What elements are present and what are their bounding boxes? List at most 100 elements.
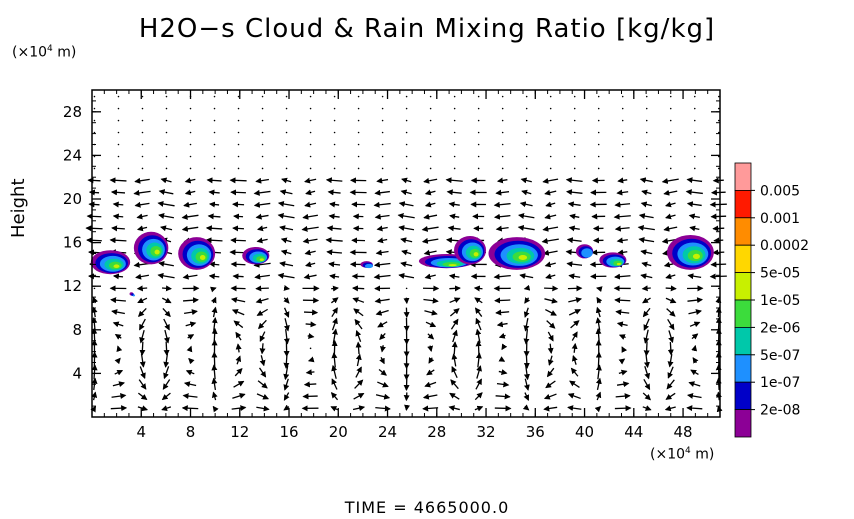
colorbar-label: 5e-07 — [760, 348, 800, 364]
wind-arrow — [618, 369, 628, 376]
wind-arrow — [498, 369, 508, 375]
wind-arrow — [495, 309, 510, 316]
wind-arrow — [618, 334, 626, 340]
wind-arrow — [139, 353, 146, 368]
wind-arrow — [709, 273, 727, 280]
wind-arrow — [206, 177, 222, 184]
wind-arrow — [573, 107, 576, 110]
wind-arrow — [261, 119, 264, 122]
wind-arrow — [405, 95, 408, 98]
wind-arrow — [453, 155, 456, 158]
wind-arrow — [261, 167, 264, 170]
wind-arrow — [496, 177, 508, 184]
wind-arrow — [616, 189, 629, 196]
x-tick-label: 16 — [279, 423, 298, 441]
wind-arrow — [117, 167, 120, 170]
wind-arrow — [594, 405, 602, 413]
wind-arrow — [93, 287, 96, 290]
wind-arrow — [157, 272, 175, 279]
wind-arrow — [285, 131, 288, 134]
wind-arrow — [141, 107, 144, 110]
wind-arrow — [525, 107, 528, 110]
wind-arrow — [208, 261, 220, 268]
wind-arrow — [331, 328, 338, 344]
colorbar-label: 1e-05 — [760, 293, 800, 309]
wind-arrow — [211, 327, 218, 344]
wind-arrow — [165, 95, 168, 98]
wind-arrow — [376, 225, 388, 232]
wind-arrow — [163, 353, 170, 368]
wind-arrow — [549, 131, 552, 134]
wind-arrow — [256, 405, 270, 412]
wind-arrow — [283, 392, 290, 401]
wind-arrow — [644, 365, 651, 380]
wind-arrow — [357, 131, 360, 134]
wind-arrow — [613, 213, 631, 220]
wind-arrow — [277, 212, 295, 219]
wind-arrow — [165, 131, 168, 134]
wind-arrow — [597, 167, 600, 170]
wind-arrow — [686, 405, 703, 412]
wind-arrow — [474, 307, 483, 317]
wind-arrow — [117, 131, 120, 134]
wind-arrow — [373, 261, 391, 268]
wind-arrow — [477, 107, 480, 110]
wind-arrow — [474, 392, 483, 401]
wind-arrow — [184, 309, 198, 316]
cloud-region — [154, 249, 160, 255]
wind-arrow — [375, 393, 391, 400]
colorbar-label: 0.005 — [760, 183, 800, 199]
wind-arrow — [573, 131, 576, 134]
wind-arrow — [117, 119, 120, 122]
wind-arrow — [449, 285, 461, 292]
wind-arrow — [621, 95, 624, 98]
wind-arrow — [597, 143, 600, 146]
wind-arrow — [283, 307, 290, 318]
wind-arrow — [501, 155, 504, 158]
wind-arrow — [253, 201, 271, 208]
wind-arrow — [570, 367, 579, 377]
wind-arrow — [401, 177, 412, 184]
wind-arrow — [141, 119, 144, 122]
wind-arrow — [285, 155, 288, 158]
wind-arrow — [451, 353, 458, 367]
wind-arrow — [495, 393, 511, 400]
wind-arrow — [688, 381, 701, 387]
wind-arrow — [165, 155, 168, 158]
wind-arrow — [258, 367, 267, 378]
wind-arrow — [542, 225, 559, 232]
wind-arrow — [596, 286, 603, 293]
wind-arrow — [285, 167, 288, 170]
wind-arrow — [138, 308, 147, 317]
wind-arrow — [424, 273, 436, 280]
wind-arrow — [233, 213, 244, 220]
wind-arrow — [405, 131, 408, 134]
wind-arrow — [279, 261, 294, 268]
wind-arrow — [186, 345, 193, 353]
wind-arrow — [212, 405, 219, 413]
wind-arrow — [357, 107, 360, 110]
wind-arrow — [691, 333, 699, 340]
wind-arrow — [450, 379, 459, 390]
wind-arrow — [182, 393, 198, 400]
wind-arrow — [261, 131, 264, 134]
wind-arrow — [544, 189, 557, 196]
wind-arrow — [230, 261, 246, 268]
wind-arrow — [333, 143, 336, 146]
wind-arrow — [450, 318, 459, 330]
wind-arrow — [182, 273, 198, 280]
wind-arrow — [542, 177, 559, 184]
wind-arrow — [645, 107, 648, 110]
wind-arrow — [87, 273, 100, 280]
wind-arrow — [477, 143, 480, 146]
wind-arrow — [258, 319, 267, 330]
wind-arrow — [398, 225, 415, 231]
wind-arrow — [665, 201, 676, 208]
wind-arrow — [596, 296, 603, 304]
wind-arrow — [645, 167, 648, 170]
wind-arrow — [309, 107, 312, 110]
wind-arrow — [91, 316, 98, 331]
wind-arrow — [573, 119, 576, 122]
wind-arrow — [521, 189, 532, 196]
wind-arrow — [93, 167, 96, 170]
